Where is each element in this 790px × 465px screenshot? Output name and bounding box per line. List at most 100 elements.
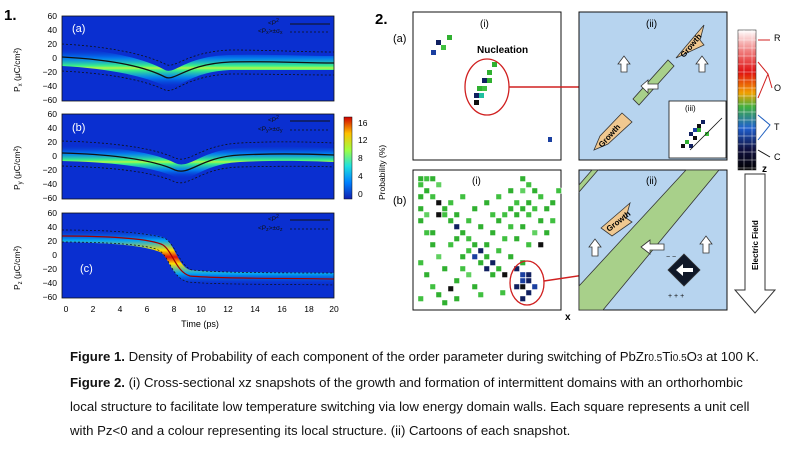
svg-text:−40: −40 <box>43 278 58 288</box>
scale-label-c: C <box>774 152 781 162</box>
fig2-caption-label: Figure 2. <box>70 375 125 390</box>
svg-text:<Pz>±σz: <Pz>±σz <box>258 225 283 233</box>
unit-cell <box>549 199 556 206</box>
unit-cell <box>501 235 508 242</box>
svg-text:18: 18 <box>304 304 314 314</box>
unit-cell <box>489 259 496 266</box>
inset-iii: (iii) <box>668 100 727 159</box>
unit-cell <box>537 217 544 224</box>
domain-cells <box>417 175 562 306</box>
svg-text:12: 12 <box>223 304 233 314</box>
unit-cell <box>459 229 466 236</box>
fig2-caption-text: (i) Cross-sectional xz snapshots of the … <box>70 375 750 438</box>
unit-cell <box>435 291 442 298</box>
axis-x-label: x <box>565 312 571 323</box>
unit-cell <box>447 199 454 206</box>
density-band-c <box>62 229 334 285</box>
nucleation-cells <box>431 35 552 142</box>
yticks-b: 60 40 20 0 −20 −40 −60 <box>43 109 58 203</box>
unit-cell <box>429 229 436 236</box>
svg-text:20: 20 <box>329 304 339 314</box>
unit-cell <box>519 205 526 212</box>
unit-cell <box>417 259 424 266</box>
unit-cell <box>453 235 460 242</box>
unit-cell <box>423 175 430 182</box>
sigma-lower-a <box>61 70 335 91</box>
svg-text:20: 20 <box>48 236 58 246</box>
unit-cell <box>435 253 442 260</box>
unit-cell <box>447 217 454 224</box>
up-arrow-icon <box>695 55 709 73</box>
svg-text:<P2: <P2 <box>268 115 279 124</box>
unit-cell <box>531 229 538 236</box>
unit-cell <box>459 193 466 200</box>
unit-cell <box>417 295 424 302</box>
unit-cell <box>519 277 526 284</box>
unit-cell <box>441 205 448 212</box>
svg-text:2: 2 <box>91 304 96 314</box>
unit-cell <box>423 271 430 278</box>
unit-cell <box>435 211 442 218</box>
unit-cell <box>513 211 520 218</box>
svg-text:0: 0 <box>64 304 69 314</box>
sigma-upper-a <box>61 43 335 66</box>
unit-cell <box>489 211 496 218</box>
fig2-number: 2. <box>375 11 388 28</box>
unit-cell <box>543 229 550 236</box>
fig1-panel-c: (c) <P2 <Pz>±σz 60 40 20 0 −20 −40 −60 P… <box>12 208 335 302</box>
svg-text:60: 60 <box>48 11 58 21</box>
up-arrow-icon <box>617 55 631 73</box>
nucleation-label: Nucleation <box>477 45 528 56</box>
fig1-caption-label: Figure 1. <box>70 349 125 364</box>
unit-cell <box>483 199 490 206</box>
unit-cell <box>525 211 532 218</box>
unit-cell <box>423 211 430 218</box>
svg-text:16: 16 <box>358 118 368 128</box>
svg-text:(i): (i) <box>480 19 489 30</box>
unit-cell <box>417 217 424 224</box>
heatmap-c-background <box>62 213 334 298</box>
unit-cell <box>465 217 472 224</box>
fig1-caption-text: Density of Probability of each component… <box>124 349 649 364</box>
density-band-b <box>62 145 334 179</box>
svg-text:60: 60 <box>48 109 58 119</box>
unit-cell <box>543 205 550 212</box>
unit-cell <box>507 205 514 212</box>
unit-cell <box>513 283 520 290</box>
unit-cell <box>519 187 526 194</box>
unit-cell <box>435 181 442 188</box>
yticks-a: 60 40 20 0 −20 −40 −60 <box>43 11 58 105</box>
unit-cell <box>483 241 490 248</box>
scale-label-o: O <box>774 83 781 93</box>
unit-cell <box>441 265 448 272</box>
scale-label-t: T <box>774 122 780 132</box>
unit-cell <box>417 193 424 200</box>
figure-canvas: 1. (a) <P2 <Px>±σx 60 40 20 0 −20 −40 −6… <box>4 7 781 329</box>
unit-cell <box>453 295 460 302</box>
mean-line-b <box>61 152 335 172</box>
growing-domain <box>632 59 675 106</box>
svg-text:40: 40 <box>48 25 58 35</box>
snapshot-b-i: (i) <box>412 169 562 311</box>
unit-cell <box>441 299 448 306</box>
svg-text:12: 12 <box>358 135 368 145</box>
unit-cell <box>525 289 532 296</box>
unit-cell <box>499 289 506 296</box>
unit-cell <box>459 253 466 260</box>
svg-text:−60: −60 <box>43 193 58 203</box>
unit-cell <box>453 277 460 284</box>
highlight-ellipse-b <box>509 260 545 306</box>
svg-text:40: 40 <box>48 123 58 133</box>
svg-text:(i): (i) <box>472 176 481 187</box>
ylabel-c: Pz (μC/cm²) <box>12 246 24 290</box>
unit-cell <box>465 271 472 278</box>
svg-text:<P2: <P2 <box>268 214 279 223</box>
svg-text:0: 0 <box>52 151 57 161</box>
row-label-a: (a) <box>393 33 406 45</box>
unit-cell <box>477 259 484 266</box>
panel-tag-b: (b) <box>72 122 85 134</box>
unit-cell <box>471 241 478 248</box>
unit-cell <box>525 181 532 188</box>
unit-cell <box>453 211 460 218</box>
svg-text:− −: − − <box>666 254 676 261</box>
